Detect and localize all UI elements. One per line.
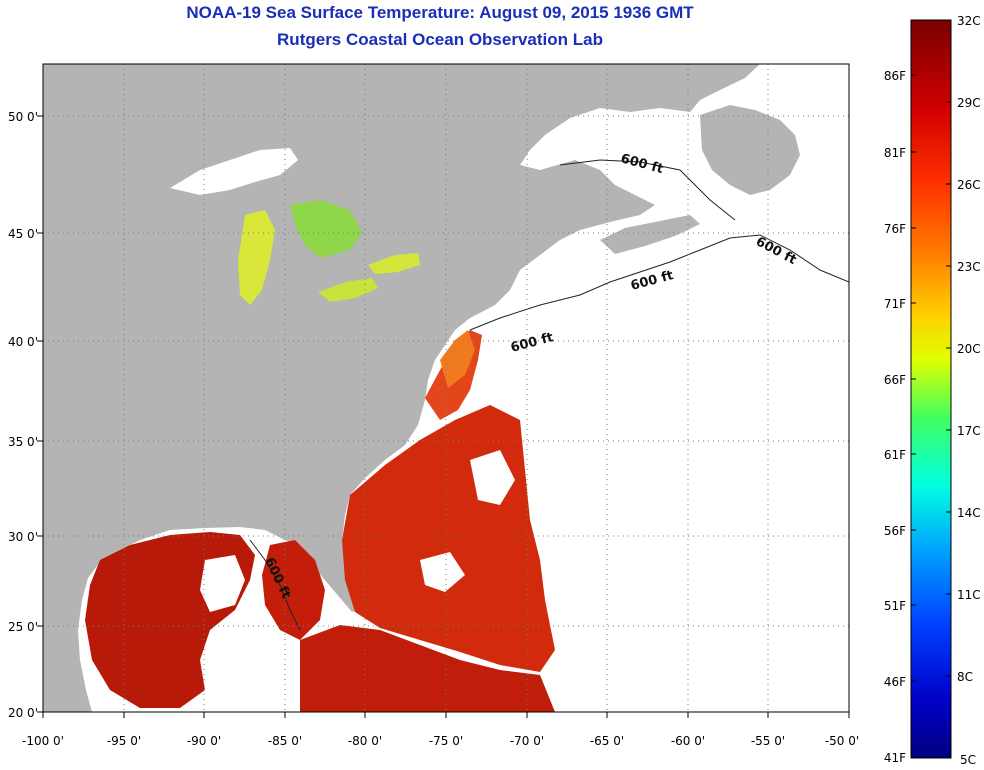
lake-ontario (368, 253, 420, 274)
lon-label: -65 0' (590, 734, 624, 748)
map-title: NOAA-19 Sea Surface Temperature: August … (186, 3, 694, 22)
fahrenheit-label: 71F (884, 297, 906, 311)
lat-label: 40 0' (8, 335, 38, 349)
celsius-label: 29C (957, 96, 981, 110)
fahrenheit-label: 46F (884, 675, 906, 689)
contour-600ft-northeast (469, 234, 849, 331)
celsius-label: 5C (960, 753, 976, 767)
lat-label: 20 0' (8, 706, 38, 720)
latitude-labels: 50 0' 45 0' 40 0' 35 0' 30 0' 25 0' 20 0… (8, 110, 38, 720)
lon-label: -50 0' (825, 734, 859, 748)
celsius-label: 14C (957, 506, 981, 520)
fahrenheit-label: 66F (884, 373, 906, 387)
color-scale-fahrenheit-labels: 86F 81F 76F 71F 66F 61F 56F 51F 46F 41F (884, 69, 906, 765)
lat-label: 30 0' (8, 530, 38, 544)
fahrenheit-label: 56F (884, 524, 906, 538)
lat-label: 45 0' (8, 227, 38, 241)
celsius-label: 23C (957, 260, 981, 274)
lat-label: 50 0' (8, 110, 38, 124)
lon-label: -100 0' (22, 734, 64, 748)
lake-huron (290, 200, 362, 258)
land-nova-scotia (600, 215, 700, 254)
gulf-st-lawrence (570, 112, 705, 205)
contour-600ft-gulf (249, 539, 301, 631)
color-scale-bar (910, 19, 952, 759)
color-scale-celsius-labels: 32C 29C 26C 23C 20C 17C 14C 11C 8C 5C (957, 14, 981, 767)
fahrenheit-label: 86F (884, 69, 906, 83)
fahrenheit-label: 61F (884, 448, 906, 462)
lat-lon-grid (43, 64, 849, 712)
fahrenheit-label: 81F (884, 146, 906, 160)
celsius-label: 11C (957, 588, 981, 602)
lake-erie (318, 278, 378, 302)
fahrenheit-label: 76F (884, 222, 906, 236)
lon-label: -90 0' (187, 734, 221, 748)
contour-600ft-stlawrence (559, 159, 736, 221)
sst-florida-west (262, 540, 325, 640)
lat-label: 35 0' (8, 435, 38, 449)
lon-label: -85 0' (268, 734, 302, 748)
lon-label: -55 0' (751, 734, 785, 748)
color-scale-ticks (911, 19, 951, 759)
sst-cloud-gaps (200, 450, 515, 612)
lon-label: -80 0' (348, 734, 382, 748)
lake-superior (170, 148, 298, 195)
longitude-labels: -100 0' -95 0' -90 0' -85 0' -80 0' -75 … (22, 734, 859, 748)
axis-ticks (37, 115, 850, 718)
lake-michigan (238, 210, 275, 305)
celsius-label: 26C (957, 178, 981, 192)
celsius-label: 20C (957, 342, 981, 356)
lat-label: 25 0' (8, 620, 38, 634)
land-newfoundland (700, 105, 800, 195)
lon-label: -70 0' (510, 734, 544, 748)
fahrenheit-label: 41F (884, 751, 906, 765)
fahrenheit-label: 51F (884, 599, 906, 613)
celsius-label: 8C (957, 670, 973, 684)
map-subtitle: Rutgers Coastal Ocean Observation Lab (277, 30, 603, 49)
celsius-label: 32C (957, 14, 981, 28)
celsius-label: 17C (957, 424, 981, 438)
lon-label: -75 0' (429, 734, 463, 748)
sst-caribbean (300, 625, 555, 712)
land-north-america (43, 64, 760, 712)
lon-label: -95 0' (107, 734, 141, 748)
sst-atlantic-warm-band (440, 330, 475, 388)
lon-label: -60 0' (671, 734, 705, 748)
